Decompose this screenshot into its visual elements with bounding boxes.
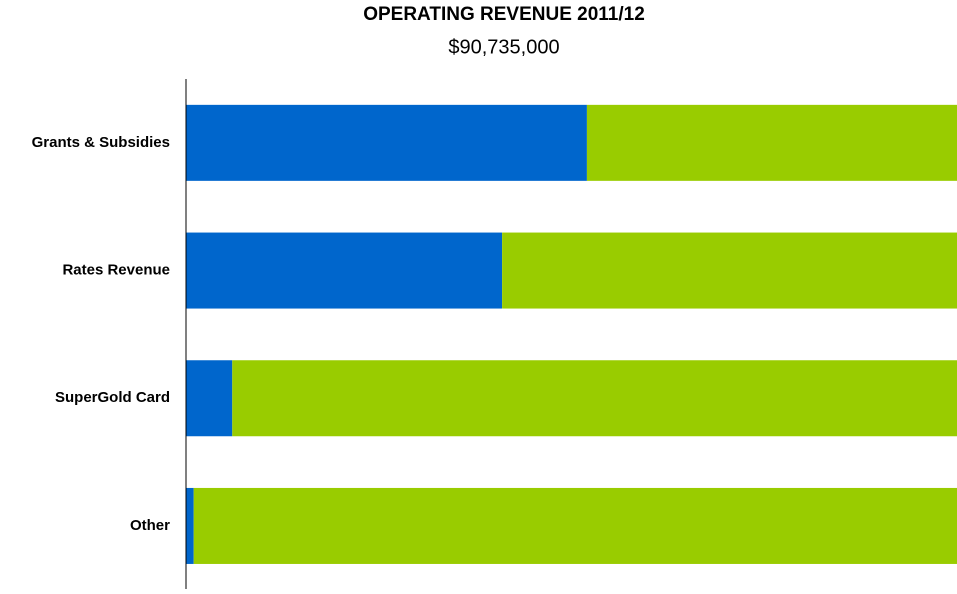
bar-segment — [586, 104, 957, 181]
bar-segment — [502, 232, 957, 309]
y-tick-label: SuperGold Card — [55, 389, 170, 406]
bar-segment — [186, 360, 233, 437]
y-tick-label: Rates Revenue — [62, 262, 170, 279]
chart-subtitle: $90,735,000 — [448, 36, 559, 58]
bar-segment — [186, 232, 503, 309]
bar-segment — [186, 104, 587, 181]
y-tick-label: Grants & Subsidies — [32, 134, 170, 151]
bar-segment — [193, 487, 957, 564]
bar-segment — [232, 360, 957, 437]
y-tick-label: Other — [130, 517, 170, 534]
chart-title: OPERATING REVENUE 2011/12 — [363, 4, 645, 25]
bar-segment — [186, 487, 194, 564]
